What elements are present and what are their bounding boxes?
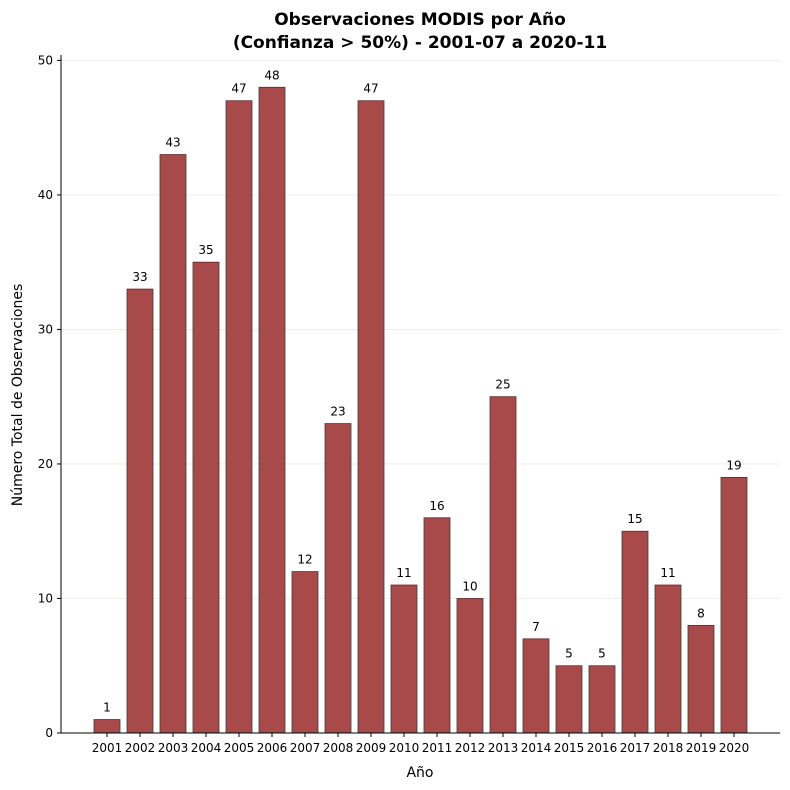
x-axis-label: Año (406, 765, 433, 781)
data-label-2011: 16 (429, 499, 444, 513)
bar-2010 (390, 584, 418, 734)
x-tick-label-2013: 2013 (488, 741, 519, 755)
x-tick-label-2003: 2003 (158, 741, 189, 755)
axes (60, 55, 780, 734)
data-label-2020: 19 (726, 458, 741, 472)
chart-title-line2: (Confianza > 50%) - 2001-07 a 2020-11 (233, 33, 607, 53)
data-label-2009: 47 (363, 82, 378, 96)
y-tick-label: 50 (38, 53, 53, 67)
y-ticks: 0 10 20 30 40 50 (38, 53, 61, 740)
bars (93, 86, 748, 734)
x-tick-label-2004: 2004 (191, 741, 222, 755)
data-label-2007: 12 (297, 553, 312, 567)
y-tick-label: 40 (38, 188, 53, 202)
y-tick-label: 30 (38, 322, 53, 336)
x-tick-label-2008: 2008 (323, 741, 354, 755)
x-tick-label-2019: 2019 (686, 741, 717, 755)
bar-2017 (621, 530, 649, 734)
y-axis-label: Número Total de Observaciones (10, 284, 26, 507)
bar-2012 (456, 598, 484, 734)
data-label-2015: 5 (565, 647, 573, 661)
chart-title-line1: Observaciones MODIS por Año (274, 10, 566, 30)
x-tick-label-2010: 2010 (389, 741, 420, 755)
data-label-2018: 11 (660, 566, 675, 580)
bar-2008 (324, 423, 352, 734)
x-tick-label-2018: 2018 (653, 741, 684, 755)
bar-2001 (93, 719, 121, 734)
data-label-2017: 15 (627, 512, 642, 526)
x-tick-label-2005: 2005 (224, 741, 255, 755)
bar-2004 (192, 261, 220, 734)
bar-2002 (126, 288, 154, 734)
bar-2020 (720, 477, 748, 734)
bar-2007 (291, 571, 319, 734)
y-tick-label: 20 (38, 457, 53, 471)
x-tick-label-2012: 2012 (455, 741, 486, 755)
bar-2003 (159, 154, 187, 734)
bar-2016 (588, 665, 616, 734)
data-label-2003: 43 (165, 136, 180, 150)
data-label-2008: 23 (330, 405, 345, 419)
x-ticks: 2001 2002 2003 2004 2005 2006 2007 2008 2009 2010… (92, 733, 750, 755)
bar-2018 (654, 584, 682, 734)
data-labels: 1 33 43 35 47 48 12 23 47 11 16 10 25 7 5 5 15 11 8 19 (103, 68, 741, 714)
data-label-2006: 48 (264, 68, 279, 82)
bar-2013 (489, 396, 517, 734)
data-label-2012: 10 (462, 579, 477, 593)
bar-2019 (687, 624, 715, 734)
data-label-2014: 7 (532, 620, 540, 634)
bar-2015 (555, 665, 583, 734)
bar-2009 (357, 100, 385, 734)
data-label-2016: 5 (598, 647, 606, 661)
bar-2006 (258, 86, 286, 734)
bar-2014 (522, 638, 550, 734)
data-label-2013: 25 (495, 378, 510, 392)
x-tick-label-2014: 2014 (521, 741, 552, 755)
x-tick-label-2011: 2011 (422, 741, 453, 755)
data-label-2010: 11 (396, 566, 411, 580)
x-tick-label-2006: 2006 (257, 741, 288, 755)
data-label-2005: 47 (231, 82, 246, 96)
data-label-2002: 33 (132, 270, 147, 284)
bar-2005 (225, 100, 253, 734)
data-label-2019: 8 (697, 606, 705, 620)
x-tick-label-2016: 2016 (587, 741, 618, 755)
x-tick-label-2020: 2020 (719, 741, 750, 755)
x-tick-label-2015: 2015 (554, 741, 585, 755)
x-tick-label-2009: 2009 (356, 741, 387, 755)
y-tick-label: 10 (38, 591, 53, 605)
data-label-2001: 1 (103, 701, 111, 715)
x-tick-label-2001: 2001 (92, 741, 123, 755)
y-tick-label: 0 (45, 726, 53, 740)
x-tick-label-2017: 2017 (620, 741, 651, 755)
data-label-2004: 35 (198, 243, 213, 257)
x-tick-label-2007: 2007 (290, 741, 321, 755)
x-tick-label-2002: 2002 (125, 741, 156, 755)
bar-2011 (423, 517, 451, 734)
